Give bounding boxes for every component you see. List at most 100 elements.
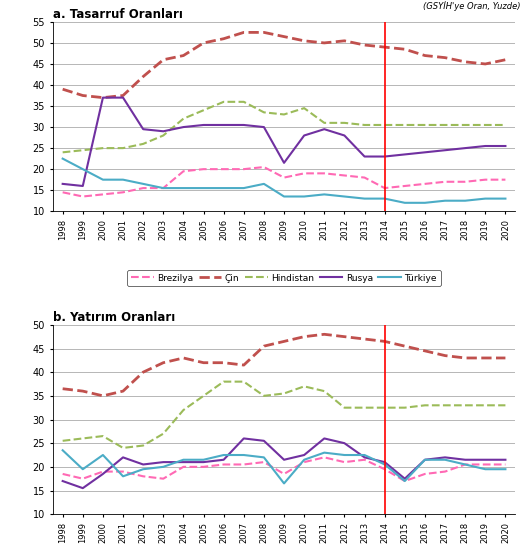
Rusya xyxy=(120,94,126,101)
Rusya xyxy=(422,149,428,155)
Rusya xyxy=(220,121,227,128)
Hindistan xyxy=(321,388,328,394)
Türkiye xyxy=(120,473,126,480)
Brezilya xyxy=(140,473,146,480)
Line: Türkiye: Türkiye xyxy=(63,450,505,484)
Brezilya xyxy=(160,475,166,482)
Çin xyxy=(341,38,348,44)
Rusya xyxy=(301,452,307,458)
Rusya xyxy=(301,132,307,139)
Hindistan xyxy=(381,121,388,128)
Legend: Brezilya, Çin, Hindistan, Rusya, Türkiye: Brezilya, Çin, Hindistan, Rusya, Türkiye xyxy=(127,270,441,286)
Hindistan xyxy=(180,115,187,122)
Rusya xyxy=(281,456,287,463)
Çin xyxy=(100,393,106,399)
Çin xyxy=(79,388,86,394)
Hindistan xyxy=(381,404,388,411)
Çin xyxy=(200,39,207,46)
Türkiye xyxy=(200,185,207,191)
Rusya xyxy=(462,456,468,463)
Brezilya xyxy=(59,470,66,477)
Çin xyxy=(240,362,247,368)
Brezilya xyxy=(422,470,428,477)
Hindistan xyxy=(442,402,448,409)
Rusya xyxy=(59,181,66,187)
Türkiye xyxy=(402,478,408,484)
Türkiye xyxy=(120,176,126,183)
Rusya xyxy=(442,454,448,461)
Çin xyxy=(140,73,146,80)
Line: Hindistan: Hindistan xyxy=(63,102,505,152)
Rusya xyxy=(180,459,187,465)
Türkiye xyxy=(442,456,448,463)
Rusya xyxy=(381,459,388,465)
Brezilya xyxy=(220,166,227,172)
Brezilya xyxy=(261,164,267,170)
Rusya xyxy=(462,145,468,152)
Hindistan xyxy=(140,141,146,147)
Brezilya xyxy=(381,466,388,473)
Rusya xyxy=(381,153,388,160)
Text: a. Tasarruf Oranları: a. Tasarruf Oranları xyxy=(53,8,183,21)
Çin xyxy=(341,333,348,340)
Rusya xyxy=(240,435,247,442)
Line: Çin: Çin xyxy=(63,334,505,396)
Brezilya xyxy=(281,174,287,181)
Brezilya xyxy=(120,468,126,475)
Hindistan xyxy=(261,109,267,115)
Çin xyxy=(462,354,468,361)
Hindistan xyxy=(402,404,408,411)
Rusya xyxy=(361,153,368,160)
Hindistan xyxy=(200,107,207,114)
Çin xyxy=(482,354,489,361)
Hindistan xyxy=(321,120,328,126)
Hindistan xyxy=(120,145,126,152)
Rusya xyxy=(482,143,489,149)
Hindistan xyxy=(261,393,267,399)
Rusya xyxy=(59,478,66,484)
Rusya xyxy=(402,475,408,482)
Çin xyxy=(180,53,187,59)
Türkiye xyxy=(160,185,166,191)
Line: Rusya: Rusya xyxy=(63,97,505,186)
Rusya xyxy=(79,485,86,491)
Çin xyxy=(220,36,227,42)
Hindistan xyxy=(341,120,348,126)
Çin xyxy=(160,359,166,366)
Çin xyxy=(220,359,227,366)
Brezilya xyxy=(502,461,509,468)
Text: (GSYİH'ye Oran, Yuzde): (GSYİH'ye Oran, Yuzde) xyxy=(423,1,521,11)
Hindistan xyxy=(240,98,247,105)
Türkiye xyxy=(462,197,468,204)
Brezilya xyxy=(402,183,408,189)
Türkiye xyxy=(100,176,106,183)
Türkiye xyxy=(79,466,86,473)
Hindistan xyxy=(502,121,509,128)
Türkiye xyxy=(301,193,307,200)
Brezilya xyxy=(381,185,388,191)
Çin xyxy=(79,92,86,99)
Türkiye xyxy=(381,461,388,468)
Rusya xyxy=(200,121,207,128)
Çin xyxy=(140,369,146,375)
Türkiye xyxy=(79,166,86,172)
Hindistan xyxy=(100,145,106,152)
Türkiye xyxy=(180,456,187,463)
Rusya xyxy=(180,124,187,130)
Brezilya xyxy=(442,468,448,475)
Çin xyxy=(240,29,247,36)
Türkiye xyxy=(321,449,328,456)
Brezilya xyxy=(180,168,187,174)
Hindistan xyxy=(301,383,307,389)
Hindistan xyxy=(180,407,187,414)
Çin xyxy=(321,331,328,337)
Brezilya xyxy=(160,185,166,191)
Çin xyxy=(381,338,388,345)
Çin xyxy=(402,46,408,53)
Brezilya xyxy=(120,189,126,196)
Hindistan xyxy=(160,430,166,437)
Çin xyxy=(422,347,428,354)
Türkiye xyxy=(361,195,368,202)
Türkiye xyxy=(502,466,509,473)
Hindistan xyxy=(79,147,86,154)
